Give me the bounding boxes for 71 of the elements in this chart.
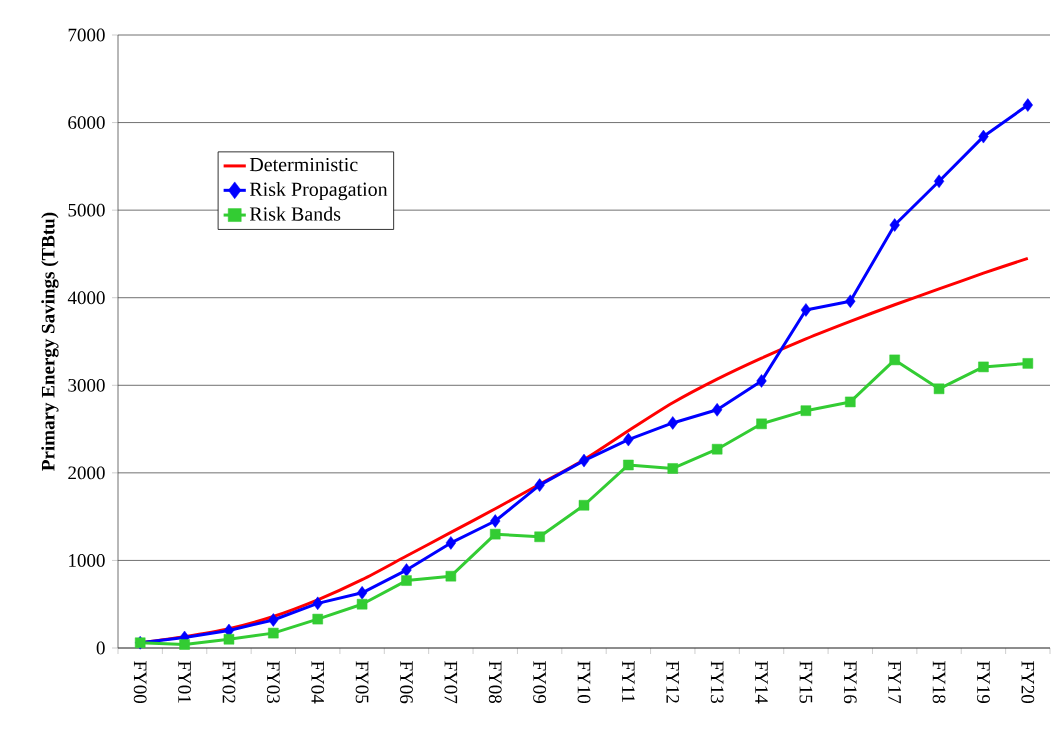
point xyxy=(490,528,501,540)
x-tick-label: FY16 xyxy=(843,661,857,704)
point xyxy=(356,598,368,610)
x-tick-label: FY19 xyxy=(977,661,990,704)
point xyxy=(756,418,767,430)
x-tick-label: FY20 xyxy=(1021,661,1035,704)
point xyxy=(756,374,767,388)
point xyxy=(1022,358,1034,369)
point xyxy=(268,627,279,639)
y-tick-label: 7000 xyxy=(68,28,105,42)
point xyxy=(401,575,412,586)
y-tick-label: 5000 xyxy=(68,203,105,217)
x-tick-label: FY03 xyxy=(266,661,280,704)
point xyxy=(312,596,323,611)
x-tick-label: FY06 xyxy=(400,661,413,704)
y-tick-label: 0 xyxy=(96,641,105,655)
point xyxy=(490,514,501,528)
legend-label: Risk Propagation xyxy=(249,181,388,201)
point xyxy=(179,639,190,650)
point xyxy=(978,129,989,144)
x-tick-label: FY18 xyxy=(932,661,946,704)
x-tick-label: FY09 xyxy=(533,661,547,704)
x-tick-label: FY15 xyxy=(799,661,813,704)
y-axis-title: Primary Energy Savings (TBtu) xyxy=(41,212,59,471)
point xyxy=(667,463,679,474)
point xyxy=(800,303,812,317)
point xyxy=(711,443,723,455)
x-tick-label: FY04 xyxy=(311,661,325,704)
point xyxy=(889,218,900,232)
x-tick-label: FY12 xyxy=(666,661,680,703)
x-tick-label: FY14 xyxy=(755,661,768,704)
x-tick-label: FY00 xyxy=(133,661,147,704)
point xyxy=(623,459,634,471)
point xyxy=(845,294,856,308)
y-tick-label: 6000 xyxy=(68,116,105,129)
y-tick-label: 1000 xyxy=(69,554,105,567)
point xyxy=(312,613,323,625)
point xyxy=(401,563,412,577)
point xyxy=(534,478,545,492)
x-tick-label: FY07 xyxy=(444,661,458,704)
point xyxy=(1022,98,1033,112)
y-tick-label: 3000 xyxy=(68,378,105,392)
point xyxy=(667,416,678,430)
x-tick-label: FY08 xyxy=(488,661,502,704)
x-tick-label: FY17 xyxy=(888,661,901,704)
point xyxy=(623,432,634,447)
point xyxy=(534,531,545,543)
x-tick-label: FY05 xyxy=(355,661,369,704)
legend-label: Risk Bands xyxy=(249,206,341,221)
x-tick-label: FY13 xyxy=(710,661,724,704)
x-tick-label: FY02 xyxy=(222,661,236,703)
point xyxy=(933,383,945,395)
point xyxy=(889,354,900,366)
point xyxy=(978,361,989,373)
x-tick-label: FY10 xyxy=(577,661,591,704)
point xyxy=(268,613,279,627)
point xyxy=(445,570,457,582)
x-tick-label: FY11 xyxy=(622,661,635,702)
y-tick-label: 2000 xyxy=(68,466,105,480)
point xyxy=(223,633,235,645)
legend-label: Deterministic xyxy=(249,157,358,172)
point xyxy=(356,586,368,600)
point xyxy=(578,453,590,468)
y-tick-label: 4000 xyxy=(67,291,105,305)
x-tick-label: FY01 xyxy=(178,661,191,703)
point xyxy=(712,403,723,417)
point xyxy=(445,536,456,550)
point xyxy=(800,405,812,416)
point xyxy=(578,500,590,511)
point xyxy=(933,174,945,188)
point xyxy=(845,396,856,408)
